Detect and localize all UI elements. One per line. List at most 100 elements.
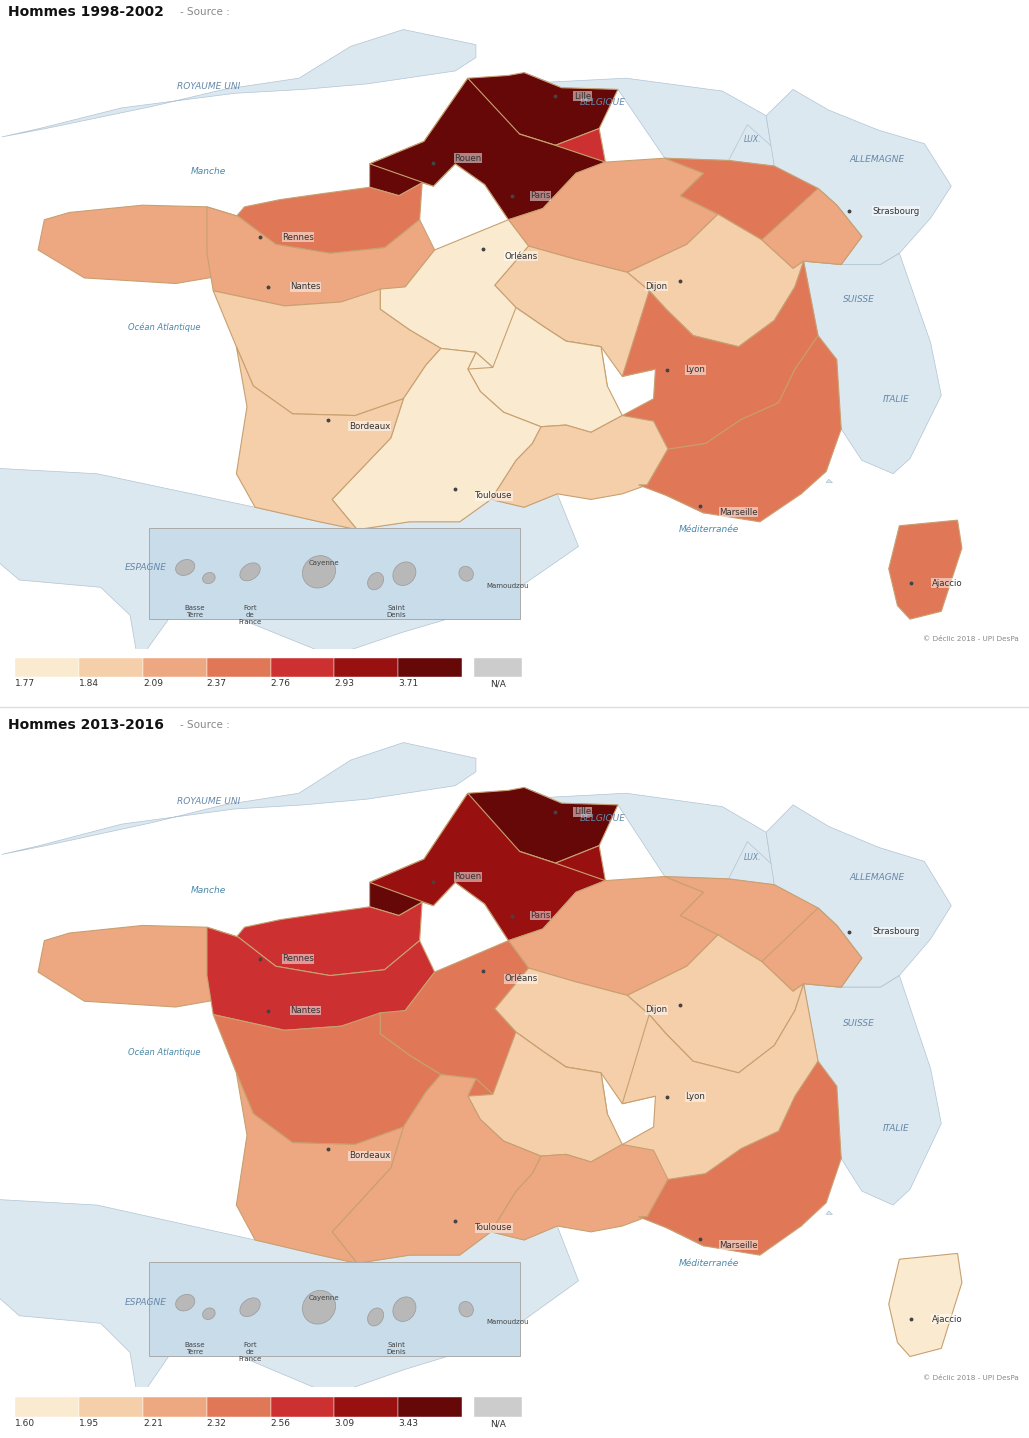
Text: - Source :: - Source : xyxy=(180,719,229,729)
Polygon shape xyxy=(468,341,607,427)
Bar xyxy=(79,659,143,677)
Polygon shape xyxy=(237,902,422,975)
Ellipse shape xyxy=(176,1294,194,1311)
Bar xyxy=(149,1261,520,1356)
Ellipse shape xyxy=(203,1309,215,1320)
Ellipse shape xyxy=(240,562,260,581)
Text: Dijon: Dijon xyxy=(645,282,668,290)
Ellipse shape xyxy=(303,555,335,588)
Text: ROYAUME UNI: ROYAUME UNI xyxy=(177,82,240,91)
Text: Paris: Paris xyxy=(530,191,551,200)
Text: Hommes 2013-2016: Hommes 2013-2016 xyxy=(8,718,164,732)
Polygon shape xyxy=(639,335,841,522)
Ellipse shape xyxy=(459,567,473,581)
Bar xyxy=(334,659,398,677)
Text: Marseille: Marseille xyxy=(719,1241,757,1250)
Polygon shape xyxy=(369,794,468,916)
Ellipse shape xyxy=(303,1290,335,1324)
Polygon shape xyxy=(804,253,942,473)
Text: Toulouse: Toulouse xyxy=(475,1224,512,1232)
Polygon shape xyxy=(623,262,841,513)
Ellipse shape xyxy=(459,1301,473,1317)
Text: Lille: Lille xyxy=(574,92,591,101)
Text: 3.09: 3.09 xyxy=(334,1419,355,1428)
Ellipse shape xyxy=(393,1297,416,1322)
Text: Nantes: Nantes xyxy=(290,282,321,292)
Polygon shape xyxy=(524,72,774,165)
Text: - Source :: - Source : xyxy=(180,7,229,17)
Text: Cayenne: Cayenne xyxy=(309,559,340,565)
Bar xyxy=(398,659,462,677)
Polygon shape xyxy=(495,968,693,1104)
Text: 2.93: 2.93 xyxy=(334,679,354,689)
Text: 2.37: 2.37 xyxy=(207,679,226,689)
Polygon shape xyxy=(761,188,862,269)
Polygon shape xyxy=(628,214,804,347)
Polygon shape xyxy=(729,841,774,884)
Text: 2.21: 2.21 xyxy=(143,1419,163,1428)
Polygon shape xyxy=(369,78,468,196)
Polygon shape xyxy=(491,1145,668,1240)
Text: ITALIE: ITALIE xyxy=(883,395,910,404)
Bar xyxy=(474,659,523,677)
Text: © Déclic 2018 - UPI DesPa: © Déclic 2018 - UPI DesPa xyxy=(923,1375,1019,1380)
Polygon shape xyxy=(468,788,617,863)
Text: 2.56: 2.56 xyxy=(271,1419,290,1428)
Polygon shape xyxy=(207,928,434,1030)
Text: Fort
de
France: Fort de France xyxy=(239,605,261,626)
Polygon shape xyxy=(0,1191,578,1401)
Text: Lyon: Lyon xyxy=(685,365,705,374)
Text: Rouen: Rouen xyxy=(454,871,482,881)
Text: Toulouse: Toulouse xyxy=(475,492,512,500)
Ellipse shape xyxy=(240,1299,260,1317)
Bar xyxy=(207,1398,271,1416)
Text: © Déclic 2018 - UPI DesPa: © Déclic 2018 - UPI DesPa xyxy=(923,637,1019,643)
Polygon shape xyxy=(2,742,476,854)
Text: Méditerranée: Méditerranée xyxy=(678,1258,739,1268)
Bar xyxy=(149,528,520,618)
Text: Rennes: Rennes xyxy=(282,955,314,963)
Polygon shape xyxy=(628,935,804,1073)
Text: Océan Atlantique: Océan Atlantique xyxy=(129,322,201,332)
Polygon shape xyxy=(508,158,718,272)
Polygon shape xyxy=(381,220,566,377)
Polygon shape xyxy=(468,308,623,433)
Text: Ajaccio: Ajaccio xyxy=(932,580,962,588)
Text: Basse
Terre: Basse Terre xyxy=(184,1342,205,1355)
Text: Marseille: Marseille xyxy=(719,508,757,516)
Text: Bordeaux: Bordeaux xyxy=(349,1152,390,1160)
Polygon shape xyxy=(665,158,862,269)
Polygon shape xyxy=(213,1012,440,1145)
Text: 2.76: 2.76 xyxy=(271,679,290,689)
Polygon shape xyxy=(237,183,422,253)
Polygon shape xyxy=(369,78,605,220)
Ellipse shape xyxy=(367,1309,384,1326)
Polygon shape xyxy=(889,521,962,620)
Polygon shape xyxy=(729,125,774,165)
Polygon shape xyxy=(495,246,693,377)
Bar xyxy=(271,1398,334,1416)
Text: 3.43: 3.43 xyxy=(398,1419,418,1428)
Polygon shape xyxy=(455,78,605,220)
Polygon shape xyxy=(508,877,718,995)
Polygon shape xyxy=(38,926,276,1007)
Polygon shape xyxy=(491,416,668,508)
Text: 1.60: 1.60 xyxy=(15,1419,36,1428)
Text: N/A: N/A xyxy=(491,1419,506,1428)
Polygon shape xyxy=(889,1254,962,1356)
Text: 2.09: 2.09 xyxy=(143,679,163,689)
Text: SUISSE: SUISSE xyxy=(843,1018,875,1028)
Polygon shape xyxy=(332,1074,541,1264)
Ellipse shape xyxy=(176,559,194,575)
Bar xyxy=(334,1398,398,1416)
Text: Strasbourg: Strasbourg xyxy=(872,207,919,216)
Text: BELGIQUE: BELGIQUE xyxy=(579,814,626,823)
Text: Nantes: Nantes xyxy=(290,1007,321,1015)
Text: ITALIE: ITALIE xyxy=(883,1123,910,1133)
Text: Cayenne: Cayenne xyxy=(309,1294,340,1301)
Text: BELGIQUE: BELGIQUE xyxy=(579,98,626,106)
Text: Lyon: Lyon xyxy=(685,1093,705,1102)
Text: Mamoudzou: Mamoudzou xyxy=(487,1319,529,1326)
Text: 1.95: 1.95 xyxy=(79,1419,100,1428)
Polygon shape xyxy=(767,805,951,988)
